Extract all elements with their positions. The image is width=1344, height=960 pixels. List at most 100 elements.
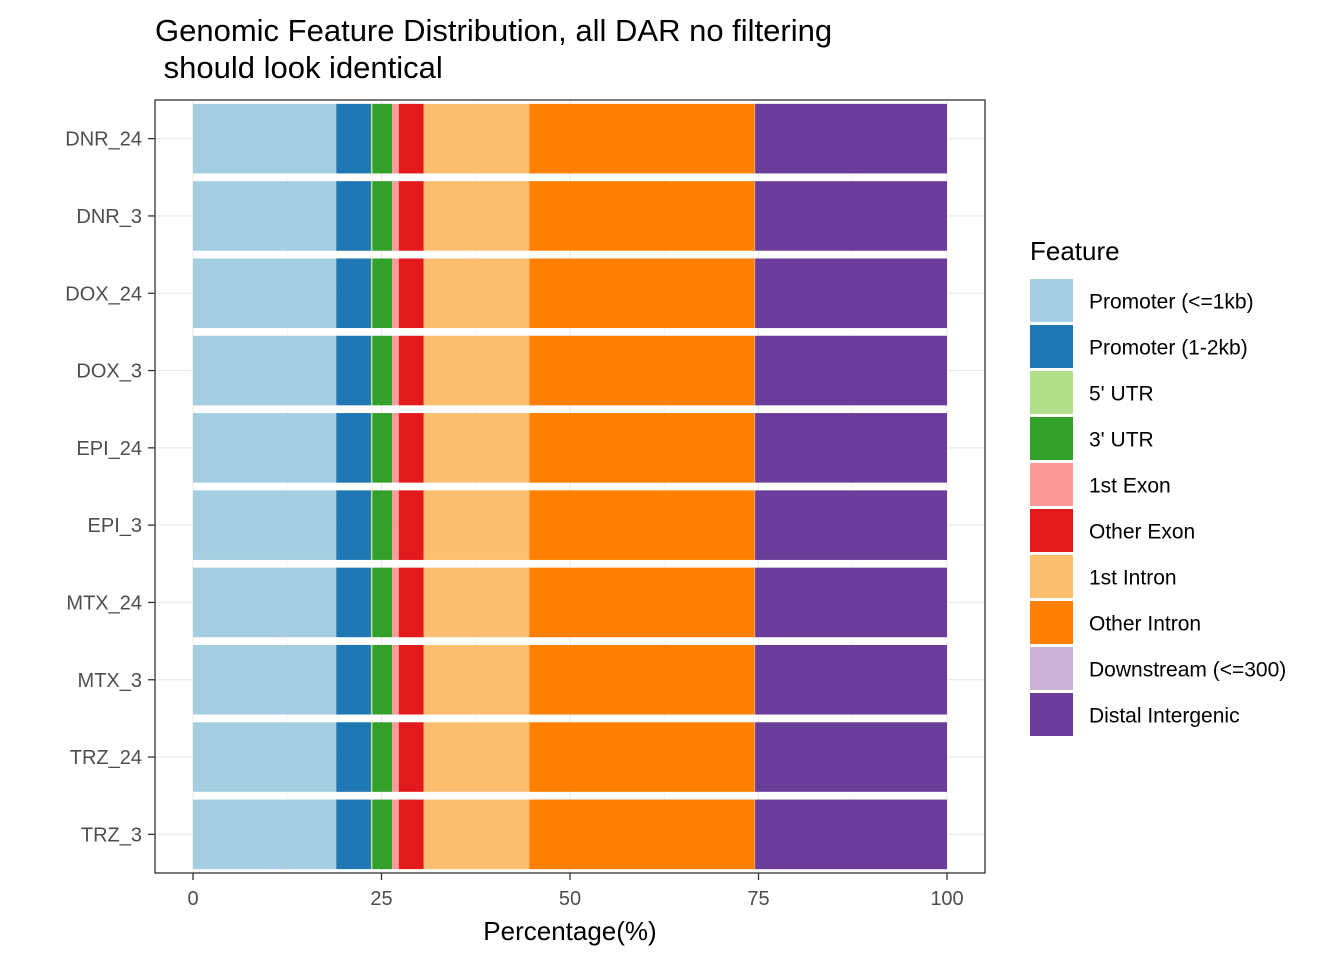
bar-segment	[529, 335, 755, 406]
bar-segment	[193, 799, 337, 870]
bar-segment	[398, 258, 424, 329]
bar-segment	[370, 258, 373, 329]
y-tick-label: MTX_3	[78, 670, 142, 692]
bar-segment	[370, 181, 373, 251]
bar-segment	[336, 181, 371, 251]
legend-key	[1030, 647, 1073, 690]
bar-segment	[372, 413, 393, 483]
bar-segment	[392, 181, 399, 251]
bar-segment	[370, 413, 373, 483]
chart-title-line-2: should look identical	[155, 50, 443, 85]
bar-segment	[392, 413, 399, 483]
bar-segment	[370, 567, 373, 638]
y-tick-label: TRZ_24	[70, 747, 142, 769]
bar-segment	[336, 335, 371, 406]
bar-segment	[529, 799, 755, 870]
y-tick-label: DNR_3	[76, 206, 142, 228]
x-axis-title: Percentage(%)	[483, 916, 656, 946]
bar-segment	[370, 799, 373, 870]
bar-segment	[372, 490, 393, 560]
bar-segment	[193, 567, 337, 638]
bar-segment	[398, 413, 424, 483]
bar-segment	[423, 181, 530, 251]
bar-segment	[398, 644, 424, 715]
bar-segment	[336, 722, 371, 792]
legend-label: Distal Intergenic	[1089, 705, 1240, 728]
bar-segment	[392, 799, 399, 870]
bar-segment	[372, 335, 393, 406]
bar-segment	[755, 799, 947, 870]
bar-segment	[372, 644, 393, 715]
legend-key	[1030, 463, 1073, 506]
legend-label: Promoter (<=1kb)	[1089, 291, 1254, 314]
bar-segment	[336, 413, 371, 483]
bar-segment	[529, 644, 755, 715]
legend-key	[1030, 371, 1073, 414]
bar-segment	[423, 103, 530, 174]
bar-segment	[336, 644, 371, 715]
bar-segment	[193, 258, 337, 329]
bar-segment	[755, 103, 947, 174]
x-tick-label: 50	[559, 888, 581, 910]
bar-segment	[398, 799, 424, 870]
bar-segment	[755, 490, 947, 560]
bar-segment	[398, 567, 424, 638]
bar-segment	[423, 567, 530, 638]
bar-segment	[372, 103, 393, 174]
bar-segment	[398, 103, 424, 174]
bar-segment	[423, 490, 530, 560]
x-tick-label: 0	[187, 888, 198, 910]
bar-segment	[529, 413, 755, 483]
legend-key	[1030, 555, 1073, 598]
y-tick-label: EPI_24	[76, 438, 142, 460]
bar-segment	[529, 258, 755, 329]
bar-segment	[423, 258, 530, 329]
legend-key	[1030, 509, 1073, 552]
bar-segment	[755, 567, 947, 638]
bar-segment	[392, 567, 399, 638]
bar-segment	[398, 335, 424, 406]
legend-label: Promoter (1-2kb)	[1089, 337, 1248, 360]
bar-segment	[755, 644, 947, 715]
legend-label: 3' UTR	[1089, 429, 1154, 452]
y-tick-label: MTX_24	[66, 592, 142, 614]
y-tick-label: EPI_3	[88, 515, 142, 537]
bar-segment	[370, 722, 373, 792]
y-tick-label: DOX_24	[65, 283, 142, 305]
x-tick-label: 25	[370, 888, 392, 910]
x-tick-label: 75	[747, 888, 769, 910]
bar-segment	[398, 722, 424, 792]
legend-key	[1030, 325, 1073, 368]
bar-segment	[372, 181, 393, 251]
bar-segment	[423, 335, 530, 406]
bar-segment	[529, 722, 755, 792]
chart-title-line-1: Genomic Feature Distribution, all DAR no…	[155, 13, 832, 48]
bar-segment	[193, 722, 337, 792]
bar-segment	[392, 722, 399, 792]
bar-segment	[193, 644, 337, 715]
bar-segment	[423, 413, 530, 483]
bar-segment	[755, 181, 947, 251]
bar-segment	[370, 335, 373, 406]
bar-segment	[423, 799, 530, 870]
y-tick-label: DNR_24	[65, 129, 142, 151]
x-tick-label: 100	[930, 888, 963, 910]
bars	[193, 103, 947, 870]
bar-segment	[392, 335, 399, 406]
bar-segment	[529, 103, 755, 174]
bar-segment	[529, 567, 755, 638]
y-tick-label: TRZ_3	[81, 824, 142, 846]
bar-segment	[372, 722, 393, 792]
legend-label: Downstream (<=300)	[1089, 659, 1286, 682]
bar-segment	[392, 103, 399, 174]
bar-segment	[392, 644, 399, 715]
bar-segment	[336, 258, 371, 329]
bar-segment	[193, 181, 337, 251]
bar-segment	[423, 722, 530, 792]
legend-key	[1030, 417, 1073, 460]
bar-segment	[193, 103, 337, 174]
bar-segment	[755, 258, 947, 329]
legend-key	[1030, 601, 1073, 644]
bar-segment	[372, 567, 393, 638]
